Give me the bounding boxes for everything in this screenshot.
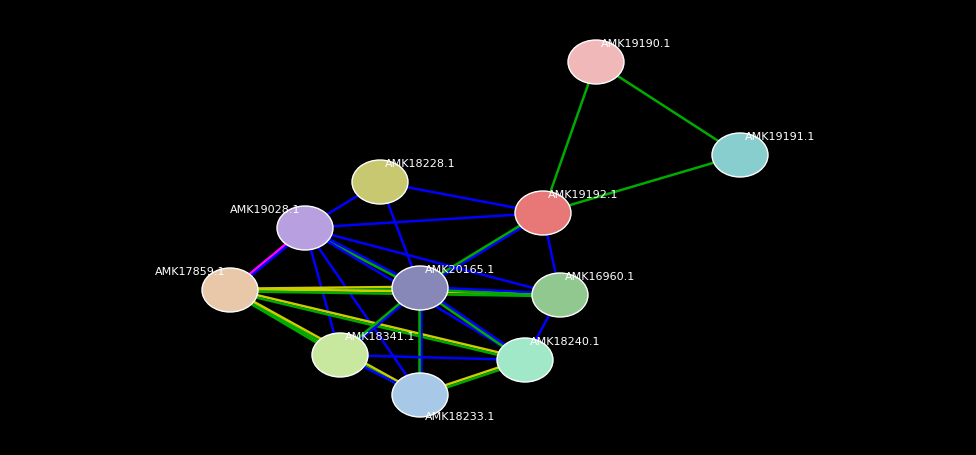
Ellipse shape: [352, 160, 408, 204]
Text: AMK19028.1: AMK19028.1: [229, 205, 300, 215]
Text: AMK17859.1: AMK17859.1: [154, 267, 225, 277]
Text: AMK20165.1: AMK20165.1: [425, 265, 495, 275]
Text: AMK16960.1: AMK16960.1: [565, 272, 635, 282]
Ellipse shape: [277, 206, 333, 250]
Text: AMK19191.1: AMK19191.1: [745, 132, 815, 142]
Text: AMK19192.1: AMK19192.1: [548, 190, 619, 200]
Text: AMK18341.1: AMK18341.1: [345, 332, 416, 342]
Ellipse shape: [515, 191, 571, 235]
Ellipse shape: [497, 338, 553, 382]
Text: AMK18228.1: AMK18228.1: [385, 159, 456, 169]
Text: AMK19190.1: AMK19190.1: [601, 39, 671, 49]
Ellipse shape: [568, 40, 624, 84]
Ellipse shape: [712, 133, 768, 177]
Ellipse shape: [202, 268, 258, 312]
Ellipse shape: [392, 373, 448, 417]
Ellipse shape: [392, 266, 448, 310]
Text: AMK18233.1: AMK18233.1: [425, 412, 496, 422]
Text: AMK18240.1: AMK18240.1: [530, 337, 600, 347]
Ellipse shape: [532, 273, 588, 317]
Ellipse shape: [312, 333, 368, 377]
